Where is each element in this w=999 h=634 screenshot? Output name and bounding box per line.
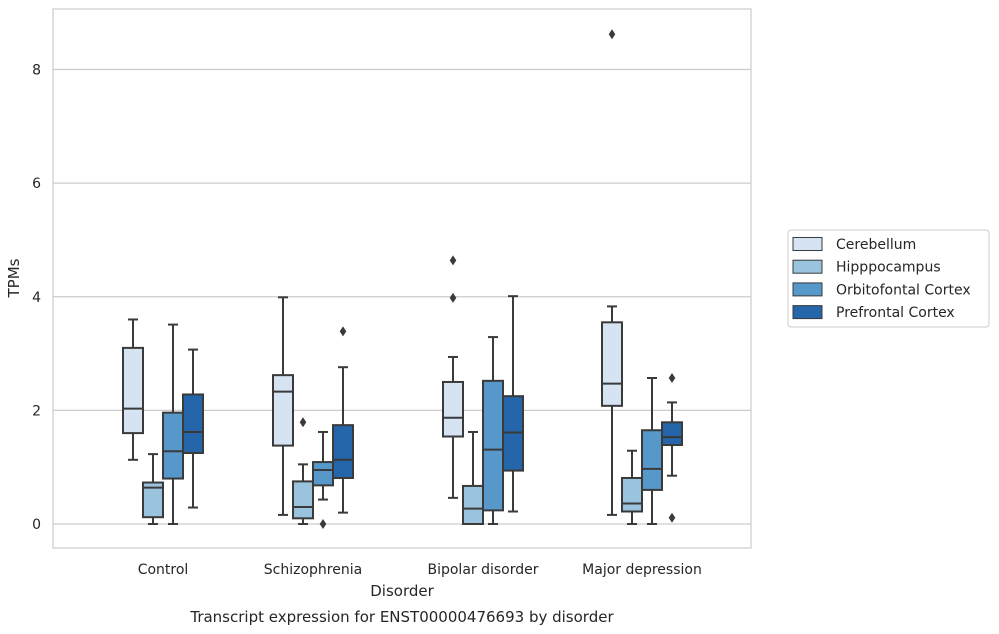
box-group: [661, 372, 683, 523]
box-group: [601, 29, 623, 516]
box: [661, 421, 683, 447]
box-group: [272, 296, 294, 516]
box: [162, 411, 184, 480]
y-axis-label: TPMs: [5, 258, 23, 298]
outlier-point: [449, 292, 457, 303]
x-tick-label: Bipolar disorder: [427, 562, 538, 578]
y-tick-label: 6: [32, 176, 41, 192]
x-tick-labels: Control Schizophrenia Bipolar disorder Majo…: [138, 562, 702, 578]
box: [621, 476, 643, 513]
box: [641, 429, 663, 491]
x-tick-label: Major depression: [582, 562, 702, 578]
box: [482, 379, 504, 512]
x-tick-label: Control: [138, 562, 189, 578]
box: [332, 424, 354, 479]
legend-label: Prefrontal Cortex: [836, 305, 955, 321]
outlier-point: [668, 512, 676, 523]
box: [272, 374, 294, 447]
outlier-point: [449, 255, 457, 266]
box: [292, 480, 314, 520]
box-group: [641, 376, 663, 525]
x-tick-label: Schizophrenia: [264, 562, 362, 578]
outlier-point: [319, 519, 327, 529]
legend-swatch: [792, 237, 823, 251]
legend-swatch: [792, 305, 823, 320]
x-axis-label: Disorder: [370, 582, 434, 600]
box: [442, 380, 464, 438]
box-group: [332, 326, 354, 514]
box: [122, 346, 144, 435]
legend-label: Orbitofontal Cortex: [836, 282, 971, 298]
y-tick-label: 4: [32, 290, 41, 306]
outlier-point: [608, 29, 616, 40]
y-tick-label: 2: [32, 403, 41, 419]
box-group: [122, 318, 144, 461]
figure-caption: Transcript expression for ENST0000047669…: [189, 608, 614, 626]
y-tick-label: 0: [32, 517, 41, 533]
box-group: [621, 449, 643, 525]
legend: Cerebellum Hipppocampus Orbitofontal Corte…: [787, 229, 990, 328]
box-plots: [122, 29, 683, 529]
box-group: [292, 417, 314, 525]
box: [142, 481, 164, 519]
box-group: [502, 295, 524, 513]
outlier-point: [339, 326, 347, 337]
legend-swatch: [792, 259, 823, 274]
box: [182, 393, 204, 454]
legend-frame: [787, 229, 990, 328]
y-tick-labels: 0 2 4 6 8: [32, 63, 41, 534]
legend-swatch: [792, 282, 823, 297]
box: [462, 484, 484, 526]
box: [601, 321, 623, 407]
box-group: [182, 348, 204, 509]
box: [312, 461, 334, 487]
box-group: [462, 430, 484, 526]
legend-label: Cerebellum: [836, 237, 916, 253]
legend-label: Hipppocampus: [836, 260, 941, 276]
box-group: [442, 255, 464, 499]
box-group: [142, 453, 164, 525]
outlier-point: [299, 417, 307, 428]
outlier-point: [668, 372, 676, 383]
y-tick-label: 8: [32, 63, 41, 79]
